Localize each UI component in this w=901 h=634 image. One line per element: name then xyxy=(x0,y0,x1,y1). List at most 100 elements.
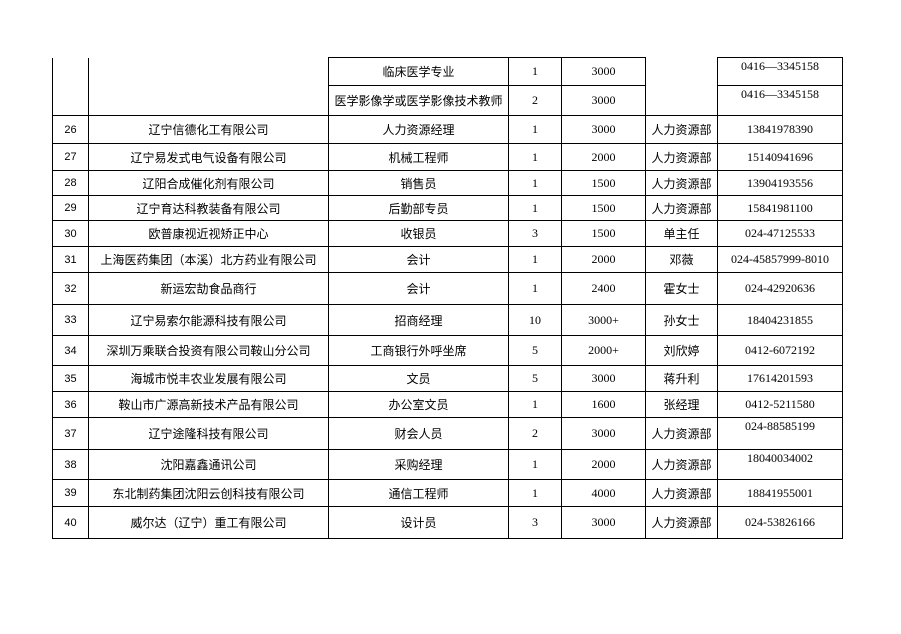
cell-contact: 人力资源部 xyxy=(645,170,718,196)
cell-contact: 蒋升利 xyxy=(645,365,718,392)
cell-contact: 孙女士 xyxy=(645,304,718,336)
cell-company: 辽阳合成催化剂有限公司 xyxy=(88,170,329,196)
table-row: 28 辽阳合成催化剂有限公司 销售员 1 1500 人力资源部 13904193556 xyxy=(52,170,843,196)
cell-no: 38 xyxy=(52,449,89,480)
cell-count: 2 xyxy=(508,417,562,450)
cell-count: 5 xyxy=(508,335,562,366)
cell-count: 1 xyxy=(508,195,562,221)
cell-phone: 024-45857999-8010 xyxy=(717,246,843,273)
cell-salary: 2000 xyxy=(561,143,646,171)
cell-no: 36 xyxy=(52,391,89,418)
cell-company: 新运宏劼食品商行 xyxy=(88,272,329,305)
table-row: 32 新运宏劼食品商行 会计 1 2400 霍女士 024-42920636 xyxy=(52,272,843,305)
cell-company: 辽宁信德化工有限公司 xyxy=(88,115,329,144)
cell-position: 财会人员 xyxy=(328,417,509,450)
cell-salary: 3000 xyxy=(561,417,646,450)
cell-contact: 霍女士 xyxy=(645,272,718,305)
cell-phone: 13904193556 xyxy=(717,170,843,196)
cell-position: 工商银行外呼坐席 xyxy=(328,335,509,366)
cell-company: 沈阳嘉鑫通讯公司 xyxy=(88,449,329,480)
cell-company: 海城市悦丰农业发展有限公司 xyxy=(88,365,329,392)
cell-company: 辽宁易索尔能源科技有限公司 xyxy=(88,304,329,336)
cell-no: 37 xyxy=(52,417,89,450)
cell-phone: 0412-6072192 xyxy=(717,335,843,366)
cell-no: 33 xyxy=(52,304,89,336)
cell-count: 1 xyxy=(508,391,562,418)
cell-company: 威尔达（辽宁）重工有限公司 xyxy=(88,506,329,539)
cell-salary: 2000 xyxy=(561,449,646,480)
cell-contact: 人力资源部 xyxy=(645,195,718,221)
table-row: 38 沈阳嘉鑫通讯公司 采购经理 1 2000 人力资源部 18040034002 xyxy=(52,449,843,480)
cell-phone: 024-42920636 xyxy=(717,272,843,305)
table-row: 31 上海医药集团（本溪）北方药业有限公司 会计 1 2000 邓薇 024-4585799… xyxy=(52,246,843,273)
cell-count: 5 xyxy=(508,365,562,392)
cell-count: 2 xyxy=(508,85,562,116)
cell-salary: 2000+ xyxy=(561,335,646,366)
cell-position: 通信工程师 xyxy=(328,479,509,507)
cell-count: 10 xyxy=(508,304,562,336)
cell-salary: 3000 xyxy=(561,365,646,392)
cell-salary: 2000 xyxy=(561,246,646,273)
cell-salary: 3000 xyxy=(561,85,646,116)
cell-no xyxy=(52,57,89,116)
table-body: 临床医学专业 1 3000 0416—3345158 医学影像学或医学影像技术教… xyxy=(52,57,843,539)
cell-count: 1 xyxy=(508,143,562,171)
cell-position: 后勤部专员 xyxy=(328,195,509,221)
cell-phone: 024-53826166 xyxy=(717,506,843,539)
cell-company: 辽宁易发式电气设备有限公司 xyxy=(88,143,329,171)
cell-position: 收银员 xyxy=(328,220,509,247)
cell-contact: 人力资源部 xyxy=(645,506,718,539)
cell-contact: 人力资源部 xyxy=(645,449,718,480)
cell-count: 1 xyxy=(508,479,562,507)
table-row: 39 东北制药集团沈阳云创科技有限公司 通信工程师 1 4000 人力资源部 1884195… xyxy=(52,479,843,507)
cell-no: 32 xyxy=(52,272,89,305)
cell-position: 采购经理 xyxy=(328,449,509,480)
cell-count: 1 xyxy=(508,115,562,144)
cell-count: 1 xyxy=(508,449,562,480)
table-row: 33 辽宁易索尔能源科技有限公司 招商经理 10 3000+ 孙女士 18404231855 xyxy=(52,304,843,336)
cell-no: 30 xyxy=(52,220,89,247)
cell-contact: 人力资源部 xyxy=(645,143,718,171)
table-row: 临床医学专业 1 3000 0416—3345158 xyxy=(52,57,843,116)
cell-salary: 4000 xyxy=(561,479,646,507)
table-row: 37 辽宁途隆科技有限公司 财会人员 2 3000 人力资源部 024-88585199 xyxy=(52,417,843,450)
cell-position: 会计 xyxy=(328,246,509,273)
cell-position: 会计 xyxy=(328,272,509,305)
cell-contact xyxy=(645,57,718,116)
cell-position: 人力资源经理 xyxy=(328,115,509,144)
table-row: 35 海城市悦丰农业发展有限公司 文员 5 3000 蒋升利 17614201593 xyxy=(52,365,843,392)
cell-position: 招商经理 xyxy=(328,304,509,336)
cell-company: 深圳万乘联合投资有限公司鞍山分公司 xyxy=(88,335,329,366)
cell-count: 3 xyxy=(508,220,562,247)
cell-position: 临床医学专业 xyxy=(328,57,509,86)
cell-salary: 3000 xyxy=(561,115,646,144)
cell-no: 34 xyxy=(52,335,89,366)
cell-company xyxy=(88,57,329,116)
cell-company: 辽宁育达科教装备有限公司 xyxy=(88,195,329,221)
table-row: 36 鞍山市广源高新技术产品有限公司 办公室文员 1 1600 张经理 0412-52115… xyxy=(52,391,843,418)
table-row: 29 辽宁育达科教装备有限公司 后勤部专员 1 1500 人力资源部 15841981100 xyxy=(52,195,843,221)
cell-contact: 人力资源部 xyxy=(645,115,718,144)
table-row: 27 辽宁易发式电气设备有限公司 机械工程师 1 2000 人力资源部 1514094169… xyxy=(52,143,843,171)
cell-position: 设计员 xyxy=(328,506,509,539)
cell-phone: 024-47125533 xyxy=(717,220,843,247)
cell-contact: 人力资源部 xyxy=(645,417,718,450)
cell-phone: 15841981100 xyxy=(717,195,843,221)
cell-count: 3 xyxy=(508,506,562,539)
cell-salary: 3000 xyxy=(561,506,646,539)
table-row: 40 威尔达（辽宁）重工有限公司 设计员 3 3000 人力资源部 024-53826166 xyxy=(52,506,843,539)
cell-company: 鞍山市广源高新技术产品有限公司 xyxy=(88,391,329,418)
cell-no: 35 xyxy=(52,365,89,392)
cell-company: 辽宁途隆科技有限公司 xyxy=(88,417,329,450)
cell-salary: 1500 xyxy=(561,170,646,196)
cell-no: 31 xyxy=(52,246,89,273)
cell-company: 上海医药集团（本溪）北方药业有限公司 xyxy=(88,246,329,273)
table-row: 30 欧普康视近视矫正中心 收银员 3 1500 单主任 024-47125533 xyxy=(52,220,843,247)
cell-phone: 024-88585199 xyxy=(717,417,843,450)
cell-phone: 17614201593 xyxy=(717,365,843,392)
cell-no: 27 xyxy=(52,143,89,171)
cell-salary: 1500 xyxy=(561,195,646,221)
cell-count: 1 xyxy=(508,272,562,305)
cell-no: 26 xyxy=(52,115,89,144)
cell-count: 1 xyxy=(508,57,562,86)
